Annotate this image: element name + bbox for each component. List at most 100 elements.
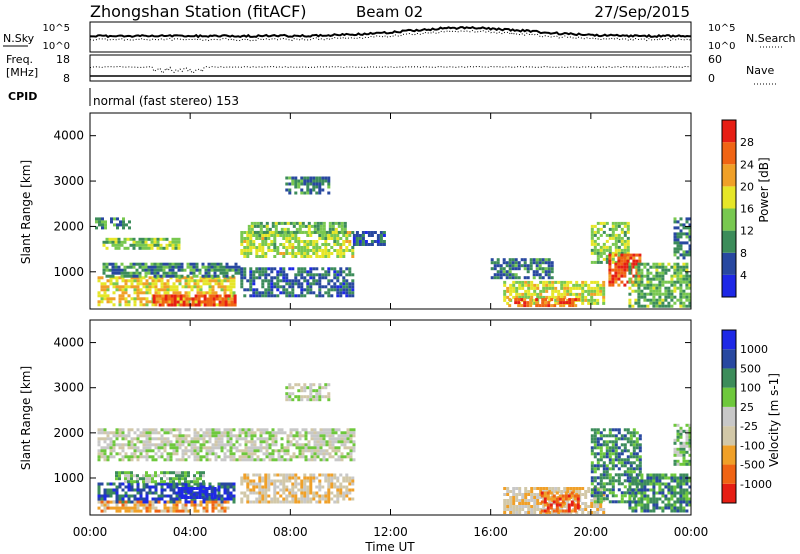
- heatmap-cell: [493, 261, 497, 265]
- heatmap-cell: [688, 304, 692, 308]
- heatmap-cell: [533, 301, 537, 305]
- heatmap-cell: [97, 494, 101, 498]
- heatmap-cell: [301, 455, 305, 459]
- heatmap-cell: [527, 295, 531, 299]
- heatmap-cell: [661, 274, 665, 278]
- heatmap-cell: [261, 249, 265, 252]
- heatmap-cell: [664, 271, 668, 275]
- heatmap-cell: [319, 428, 323, 432]
- heatmap-cell: [223, 509, 227, 513]
- heatmap-cell: [285, 188, 289, 192]
- heatmap-cell: [673, 450, 677, 454]
- heatmap-cell: [181, 449, 185, 453]
- heatmap-cell: [599, 221, 603, 225]
- heatmap-cell: [339, 488, 343, 492]
- heatmap-cell: [346, 437, 350, 441]
- heatmap-cell: [235, 458, 239, 462]
- heatmap-cell: [288, 392, 292, 396]
- heatmap-cell: [135, 243, 139, 247]
- heatmap-cell: [502, 258, 506, 262]
- heatmap-cell: [246, 237, 250, 240]
- heatmap-cell: [172, 291, 176, 295]
- heatmap-cell: [545, 487, 549, 490]
- heatmap-cell: [273, 491, 277, 495]
- heatmap-cell: [499, 264, 503, 268]
- heatmap-cell: [157, 276, 161, 280]
- heatmap-cell: [232, 428, 236, 432]
- heatmap-cell: [223, 458, 227, 462]
- heatmap-cell: [174, 271, 178, 275]
- heatmap-cell: [116, 226, 119, 230]
- heatmap-cell: [632, 494, 636, 498]
- heatmap-cell: [664, 506, 668, 510]
- heatmap-cell: [294, 491, 298, 495]
- heatmap-cell: [100, 276, 104, 280]
- heatmap-cell: [240, 476, 244, 480]
- heatmap-cell: [106, 488, 110, 492]
- heatmap-cell: [506, 289, 510, 293]
- heatmap-cell: [130, 485, 134, 489]
- heatmap-cell: [307, 431, 311, 435]
- heatmap-cell: [682, 256, 686, 260]
- heatmap-cell: [521, 280, 525, 284]
- heatmap-cell: [286, 446, 290, 450]
- heatmap-cell: [679, 447, 683, 451]
- heatmap-cell: [682, 482, 686, 486]
- heatmap-cell: [217, 443, 221, 447]
- heatmap-cell: [345, 282, 349, 286]
- heatmap-cell: [130, 471, 133, 475]
- heatmap-cell: [249, 282, 253, 286]
- heatmap-cell: [298, 227, 302, 231]
- heatmap-cell: [175, 474, 178, 478]
- heatmap-cell: [249, 491, 253, 495]
- heatmap-cell: [688, 503, 692, 507]
- heatmap-cell: [196, 458, 200, 462]
- heatmap-cell: [205, 431, 209, 435]
- heatmap-cell: [171, 237, 175, 241]
- heatmap-cell: [676, 482, 680, 486]
- heatmap-cell: [195, 262, 199, 266]
- heatmap-cell: [529, 304, 533, 308]
- heatmap-cell: [327, 476, 331, 480]
- heatmap-cell: [334, 440, 338, 444]
- heatmap-cell: [181, 285, 185, 289]
- heatmap-cell: [231, 274, 235, 278]
- heatmap-cell: [322, 434, 326, 438]
- heatmap-cell: [127, 494, 131, 498]
- heatmap-cell: [159, 268, 163, 272]
- heatmap-cell: [220, 443, 224, 447]
- heatmap-cell: [685, 509, 689, 513]
- heatmap-cell: [309, 182, 313, 186]
- heatmap-cell: [273, 488, 277, 492]
- heatmap-cell: [542, 505, 546, 508]
- heatmap-cell: [196, 482, 200, 486]
- heatmap-cell: [145, 291, 149, 295]
- heatmap-cell: [670, 488, 674, 492]
- heatmap-cell: [334, 458, 338, 462]
- heatmap-cell: [547, 304, 551, 308]
- heatmap-cell: [590, 488, 594, 492]
- heatmap-cell: [333, 288, 337, 292]
- heatmap-cell: [343, 230, 347, 234]
- heatmap-cell: [629, 437, 633, 441]
- heatmap-cell: [262, 440, 266, 444]
- heatmap-cell: [117, 246, 121, 250]
- heatmap-cell: [337, 458, 341, 462]
- heatmap-cell: [154, 506, 158, 510]
- heatmap-cell: [118, 443, 122, 447]
- heatmap-cell: [688, 429, 692, 433]
- heatmap-cell: [673, 473, 677, 477]
- heatmap-cell: [124, 282, 128, 286]
- heatmap-cell: [259, 428, 263, 432]
- heatmap-cell: [552, 494, 556, 498]
- heatmap-cell: [570, 491, 574, 495]
- heatmap-cell: [294, 273, 298, 277]
- heatmap-cell: [142, 480, 145, 484]
- heatmap-cell: [623, 283, 627, 287]
- heatmap-cell: [169, 471, 172, 475]
- heatmap-cell: [223, 428, 227, 432]
- heatmap-cell: [178, 291, 182, 295]
- heatmap-cell: [346, 440, 350, 444]
- heatmap-cell: [652, 289, 656, 293]
- heatmap-cell: [638, 464, 642, 468]
